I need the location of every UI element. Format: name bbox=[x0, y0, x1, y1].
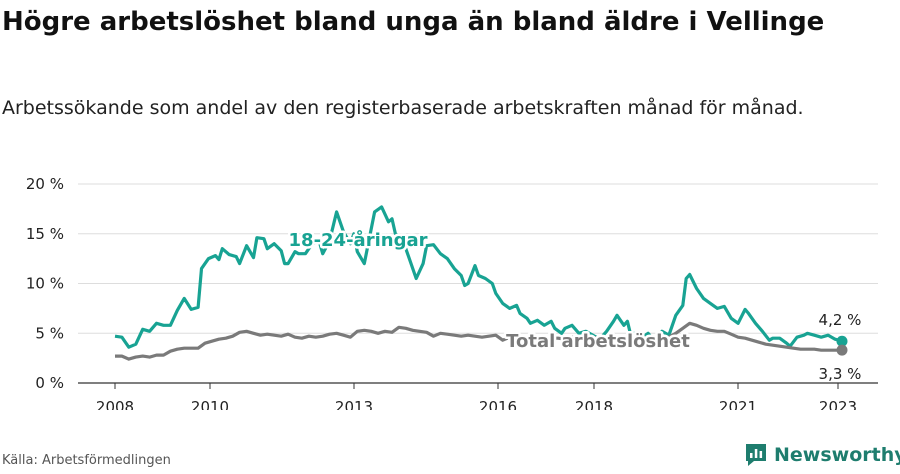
y-tick-label: 5 % bbox=[35, 324, 64, 342]
series-end-label-1: 3,3 % bbox=[819, 365, 862, 383]
y-tick-label: 0 % bbox=[35, 374, 64, 392]
chart-title: Högre arbetslöshet bland unga än bland ä… bbox=[2, 7, 825, 37]
y-tick-label: 10 % bbox=[26, 275, 64, 293]
series-line-0 bbox=[114, 205, 843, 349]
x-tick-label: 2008 bbox=[96, 398, 134, 410]
x-tick-label: 2010 bbox=[191, 398, 229, 410]
series-lines bbox=[114, 205, 848, 361]
chart-subtitle: Arbetssökande som andel av den registerb… bbox=[2, 97, 804, 119]
brand-logo: Newsworthy bbox=[744, 440, 900, 470]
series-end-point-1 bbox=[836, 344, 848, 356]
y-axis-ticks: 0 % 5 % 10 % 15 % 20 % bbox=[26, 175, 64, 392]
grid-lines bbox=[78, 183, 878, 384]
x-tick-label: 2013 bbox=[335, 398, 373, 410]
newsworthy-logo-icon bbox=[746, 444, 766, 466]
x-axis-ticks: 2008 2010 2013 2016 2018 2021 2023 bbox=[96, 383, 857, 410]
series-end-label-0: 4,2 % bbox=[819, 311, 862, 329]
series-labels: 4,2 % 3,3 % 18-24-åringar Total arbetslöshe… bbox=[286, 227, 862, 384]
series-line-1 bbox=[115, 321, 842, 361]
source-note: Källa: Arbetsförmedlingen bbox=[2, 453, 171, 468]
x-tick-label: 2023 bbox=[819, 398, 857, 410]
series-name-label-0: 18-24-åringar bbox=[289, 229, 428, 251]
x-tick-label: 2018 bbox=[575, 398, 613, 410]
y-tick-label: 20 % bbox=[26, 175, 64, 193]
x-tick-label: 2016 bbox=[479, 398, 517, 410]
line-chart: 0 %5 %10 %15 %20 % 2008 2010 2013 2016 2018 2… bbox=[26, 175, 878, 410]
y-tick-label: 15 % bbox=[26, 225, 64, 243]
x-tick-label: 2021 bbox=[719, 398, 757, 410]
series-name-label-1: Total arbetslöshet bbox=[506, 331, 690, 352]
brand-name: Newsworthy bbox=[774, 444, 900, 466]
series-end-point-0 bbox=[836, 335, 848, 347]
